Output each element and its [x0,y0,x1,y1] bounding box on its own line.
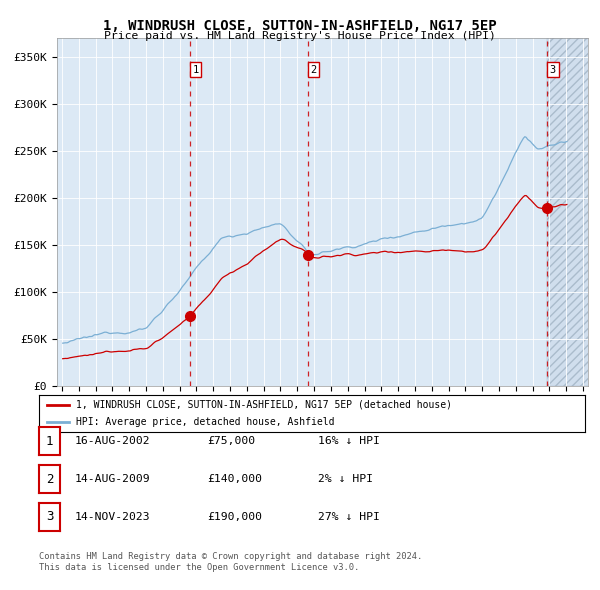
Text: 27% ↓ HPI: 27% ↓ HPI [318,512,380,522]
Text: 2: 2 [310,65,317,75]
Text: This data is licensed under the Open Government Licence v3.0.: This data is licensed under the Open Gov… [39,563,359,572]
Text: 2: 2 [46,473,53,486]
Text: 3: 3 [46,510,53,523]
Text: Contains HM Land Registry data © Crown copyright and database right 2024.: Contains HM Land Registry data © Crown c… [39,552,422,561]
Bar [547,38,600,386]
Text: 1, WINDRUSH CLOSE, SUTTON-IN-ASHFIELD, NG17 5EP (detached house): 1, WINDRUSH CLOSE, SUTTON-IN-ASHFIELD, N… [76,400,452,409]
Text: 3: 3 [550,65,556,75]
Bar [547,38,600,386]
Text: £140,000: £140,000 [207,474,262,484]
Text: 1, WINDRUSH CLOSE, SUTTON-IN-ASHFIELD, NG17 5EP: 1, WINDRUSH CLOSE, SUTTON-IN-ASHFIELD, N… [103,19,497,33]
Text: £190,000: £190,000 [207,512,262,522]
Text: 1: 1 [46,435,53,448]
Text: Price paid vs. HM Land Registry's House Price Index (HPI): Price paid vs. HM Land Registry's House … [104,31,496,41]
Text: £75,000: £75,000 [207,437,255,446]
Text: 16% ↓ HPI: 16% ↓ HPI [318,437,380,446]
Text: 14-NOV-2023: 14-NOV-2023 [75,512,151,522]
Text: 14-AUG-2009: 14-AUG-2009 [75,474,151,484]
Text: 2% ↓ HPI: 2% ↓ HPI [318,474,373,484]
Text: 16-AUG-2002: 16-AUG-2002 [75,437,151,446]
Text: HPI: Average price, detached house, Ashfield: HPI: Average price, detached house, Ashf… [76,417,335,427]
Text: 1: 1 [193,65,199,75]
